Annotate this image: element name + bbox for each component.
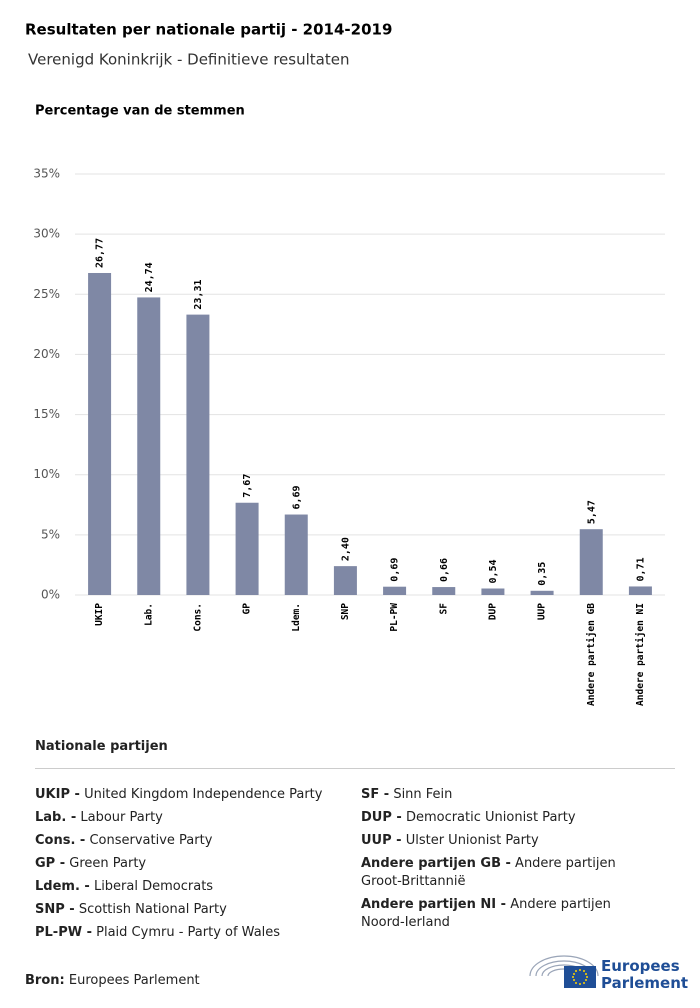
y-tick-label: 25% <box>33 287 60 301</box>
legend-desc: Plaid Cymru - Party of Wales <box>96 925 281 940</box>
x-tick-label: SF <box>438 603 449 615</box>
x-tick-label: GP <box>242 603 253 615</box>
legend-entry: Andere partijen GB - Andere partijen Gro… <box>361 855 651 891</box>
logo-icon <box>529 955 599 988</box>
value-label: 0,69 <box>390 558 401 582</box>
bar <box>333 566 357 595</box>
legend-desc: Andere partijen Noord-Ierland <box>361 897 611 930</box>
legend-desc: Green Party <box>69 856 147 871</box>
value-label: 23,31 <box>193 280 204 310</box>
legend-desc: Labour Party <box>80 810 163 825</box>
legend-desc: United Kingdom Independence Party <box>84 787 323 802</box>
legend-entry: UKIP - United Kingdom Independence Party <box>35 786 345 804</box>
legend-entry: GP - Green Party <box>35 855 345 873</box>
source: Europees Parlement <box>68 973 200 988</box>
legend-title: Nationale partijen <box>35 739 168 754</box>
x-tick-label: UKIP <box>94 603 105 626</box>
legend-entry: PL-PW - Plaid Cymru - Party of Wales <box>35 924 345 942</box>
x-tick-label: Lab. <box>143 603 154 626</box>
value-label: 0,35 <box>537 562 548 586</box>
legend-abbr: DUP - <box>361 810 402 825</box>
legend-desc: Sinn Fein <box>393 787 453 802</box>
bar <box>137 297 161 595</box>
value-label: 0,54 <box>488 559 499 583</box>
bar <box>284 514 308 595</box>
chart-subtitle: Verenigd Koninkrijk - Definitieve result… <box>28 51 349 69</box>
legend-abbr: GP - <box>35 856 66 871</box>
legend-entry: Ldem. - Liberal Democrats <box>35 878 345 896</box>
chart: Resultaten per nationale partij - 2014-2… <box>25 21 665 706</box>
value-label: 2,40 <box>340 537 351 561</box>
x-tick-label: SNP <box>340 603 351 620</box>
value-label: 0,66 <box>439 558 450 582</box>
divider <box>35 768 675 769</box>
chart-title: Resultaten per nationale partij - 2014-2… <box>25 21 392 39</box>
legend-entry: Lab. - Labour Party <box>35 809 345 827</box>
source-label: Bron: <box>25 973 65 988</box>
legend-entry: Cons. - Conservative Party <box>35 832 345 850</box>
legend-desc: Liberal Democrats <box>93 879 214 894</box>
legend-entry: Andere partijen NI - Andere partijen Noo… <box>361 896 651 932</box>
legend-abbr: Lab. - <box>35 810 77 825</box>
legend-entry: UUP - Ulster Unionist Party <box>361 832 651 850</box>
legend-desc: Andere partijen Groot-Brittannië <box>361 856 616 889</box>
y-tick-label: 35% <box>33 167 60 181</box>
legend-entry: SF - Sinn Fein <box>361 786 651 804</box>
value-label: 6,69 <box>291 485 302 509</box>
logo-line: Parlement <box>601 974 689 992</box>
value-label: 0,71 <box>635 557 646 581</box>
x-tick-label: DUP <box>487 603 498 620</box>
value-label: 26,77 <box>95 238 106 268</box>
x-tick-label: Cons. <box>192 603 203 632</box>
bar <box>383 586 407 595</box>
legend-desc: Scottish National Party <box>78 902 227 917</box>
legend-abbr: UKIP - <box>35 787 80 802</box>
y-tick-label: 5% <box>41 527 60 541</box>
legend-entry: SNP - Scottish National Party <box>35 901 345 919</box>
bar <box>481 588 505 595</box>
y-tick-label: 15% <box>33 407 60 421</box>
legend-entry: DUP - Democratic Unionist Party <box>361 809 651 827</box>
legend-abbr: UUP - <box>361 833 402 848</box>
bar <box>186 314 210 595</box>
y-tick-label: 30% <box>33 227 60 241</box>
bar <box>88 272 112 595</box>
legend-column: SF - Sinn Fein DUP - Democratic Unionist … <box>361 786 651 937</box>
x-tick-label: Andere partijen GB <box>586 603 597 706</box>
legend-desc: Conservative Party <box>89 833 213 848</box>
y-tick-label: 10% <box>33 467 60 481</box>
legend-abbr: SNP - <box>35 902 75 917</box>
bar <box>530 590 554 595</box>
x-tick-label: PL-PW <box>389 603 400 632</box>
y-tick-label: 20% <box>33 347 60 361</box>
bar <box>432 587 456 595</box>
legend-desc: Ulster Unionist Party <box>405 833 539 848</box>
footer: Bron: Europees Parlement <box>25 973 200 988</box>
legend-abbr: Andere partijen NI - <box>361 897 507 912</box>
legend-abbr: Andere partijen GB - <box>361 856 511 871</box>
y-axis-title: Percentage van de stemmen <box>35 104 245 119</box>
x-tick-label: UUP <box>537 603 548 620</box>
legend-abbr: Cons. - <box>35 833 86 848</box>
y-tick-label: 0% <box>41 588 60 602</box>
legend-abbr: Ldem. - <box>35 879 90 894</box>
bar <box>235 502 259 595</box>
bar <box>579 529 603 595</box>
legend-abbr: SF - <box>361 787 390 802</box>
legend-column: UKIP - United Kingdom Independence Party… <box>35 786 345 947</box>
logo-text: Europees Parlement <box>601 958 688 992</box>
x-tick-label: Ldem. <box>291 603 302 632</box>
x-tick-label: Andere partijen NI <box>635 603 646 706</box>
legend-abbr: PL-PW - <box>35 925 92 940</box>
logo-line: Europees <box>601 957 680 975</box>
legend-desc: Democratic Unionist Party <box>405 810 576 825</box>
value-label: 5,47 <box>586 500 597 524</box>
value-label: 7,67 <box>242 474 253 498</box>
value-label: 24,74 <box>144 262 155 292</box>
bar <box>628 586 652 595</box>
